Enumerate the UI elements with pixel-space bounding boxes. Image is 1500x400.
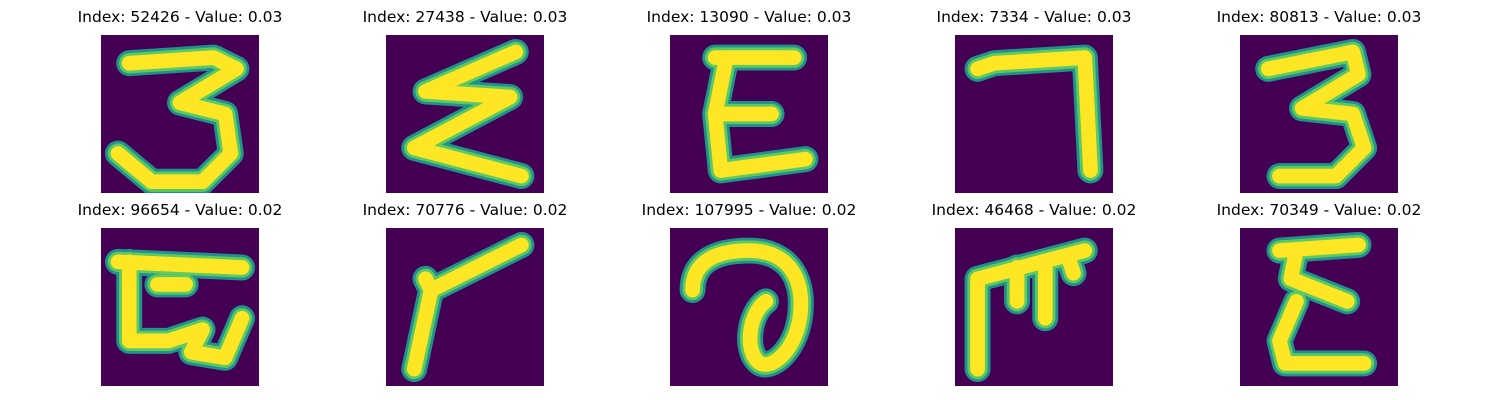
digit-image	[670, 35, 828, 193]
digit-image	[955, 35, 1113, 193]
panel-title: Index: 80813 - Value: 0.03	[1216, 8, 1422, 26]
panel-title: Index: 107995 - Value: 0.02	[641, 201, 857, 219]
digit-image	[670, 228, 828, 386]
panel-title: Index: 7334 - Value: 0.03	[936, 8, 1132, 26]
panel-title: Index: 96654 - Value: 0.02	[77, 201, 283, 219]
panel-title: Index: 52426 - Value: 0.03	[77, 8, 283, 26]
panel-title: Index: 70349 - Value: 0.02	[1216, 201, 1422, 219]
digit-image	[955, 228, 1113, 386]
digit-image	[386, 35, 544, 193]
panel-title: Index: 27438 - Value: 0.03	[362, 8, 568, 26]
panel-title: Index: 13090 - Value: 0.03	[646, 8, 852, 26]
digit-image	[1240, 35, 1398, 193]
panel-title: Index: 46468 - Value: 0.02	[931, 201, 1137, 219]
digit-image	[386, 228, 544, 386]
digit-image	[1240, 228, 1398, 386]
digit-image	[101, 35, 259, 193]
digit-image	[101, 228, 259, 386]
panel-title: Index: 70776 - Value: 0.02	[362, 201, 568, 219]
